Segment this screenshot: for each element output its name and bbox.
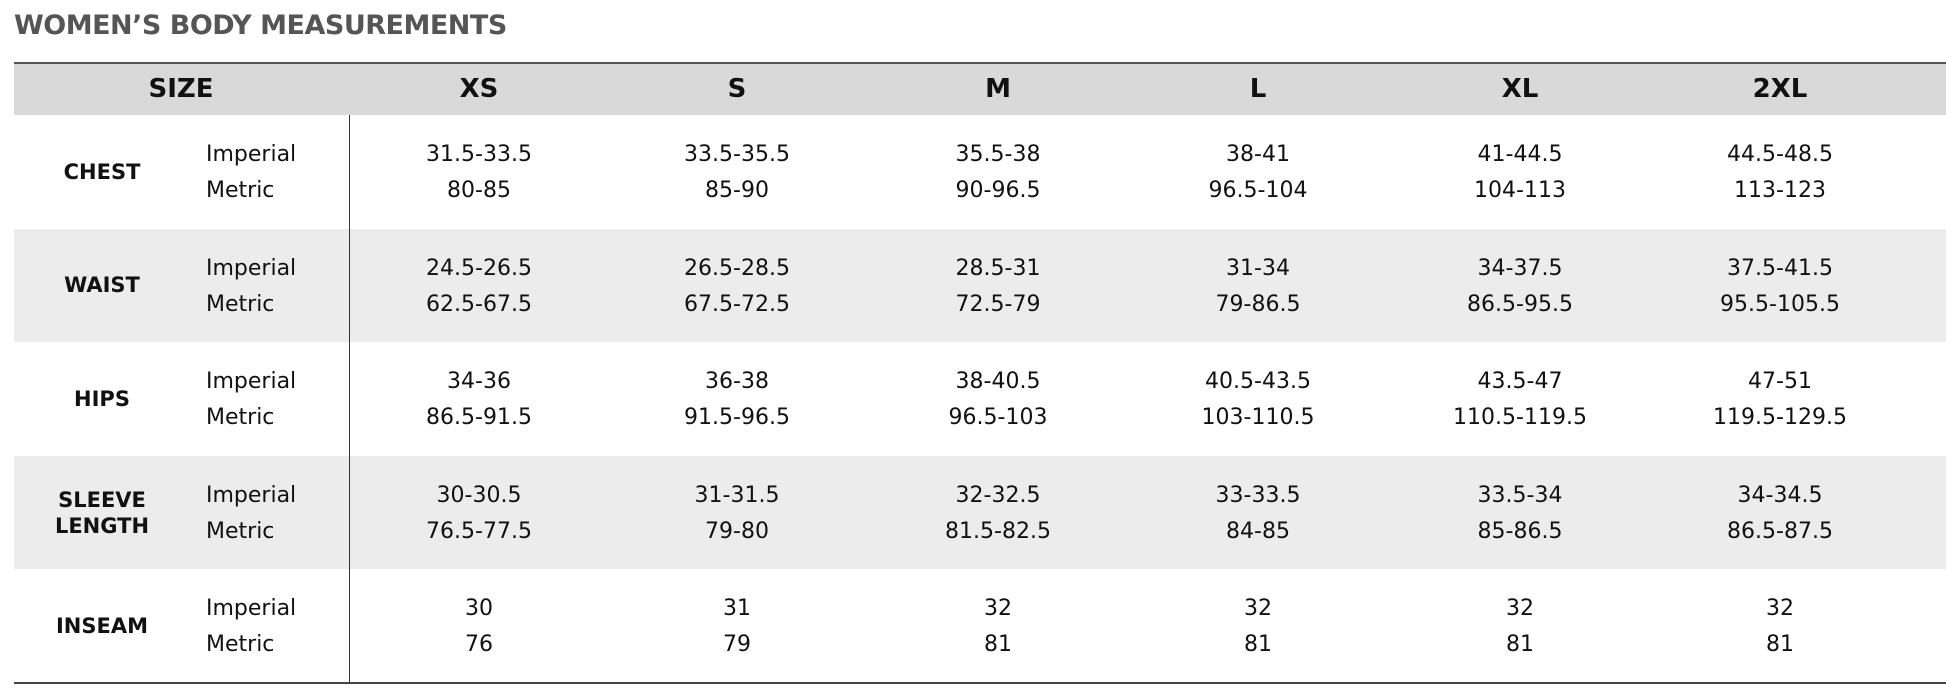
unit-label: Metric [206,632,275,658]
imperial-value: 37.5-41.5 [1727,255,1833,281]
unit-label: Imperial [206,596,297,622]
row-band [14,569,1946,683]
title: WOMEN’S BODY MEASUREMENTS [14,10,507,41]
unit-label: Metric [206,518,275,544]
metric-value: 91.5-96.5 [684,405,790,431]
metric-value: 81 [984,632,1012,658]
metric-value: 79 [723,632,751,658]
imperial-value: 41-44.5 [1477,142,1563,167]
metric-value: 80-85 [447,178,511,203]
unit-label: Imperial [206,482,297,508]
imperial-value: 34-34.5 [1737,482,1823,508]
imperial-value: 38-40.5 [955,369,1041,395]
metric-value: 86.5-91.5 [426,405,532,431]
metric-value: 81 [1506,632,1534,658]
imperial-value: 33.5-35.5 [684,142,790,167]
imperial-value: 24.5-26.5 [426,255,532,281]
metric-value: 86.5-95.5 [1467,291,1573,317]
size-header: SIZE [148,74,214,104]
measure-label: INSEAM [55,614,148,639]
size-header: XL [1501,74,1539,104]
imperial-value: 26.5-28.5 [684,255,790,281]
metric-value: 79-80 [705,518,769,544]
imperial-value: 33.5-34 [1477,482,1563,508]
metric-value: 95.5-105.5 [1720,291,1840,317]
unit-label: Imperial [206,142,297,167]
imperial-value: 31-34 [1226,255,1290,281]
imperial-value: 30-30.5 [436,482,522,508]
imperial-value: 47-51 [1748,369,1812,395]
metric-value: 84-85 [1226,518,1290,544]
metric-value: 76 [465,632,493,658]
unit-label: Metric [206,405,275,431]
imperial-value: 31 [723,596,751,622]
imperial-value: 32 [1766,596,1794,622]
metric-value: 72.5-79 [955,291,1041,317]
row-band [14,228,1946,343]
size-header: L [1249,74,1267,104]
imperial-value: 43.5-47 [1477,369,1563,395]
metric-value: 81 [1244,632,1272,658]
imperial-value: 32 [1506,596,1534,622]
row-band [14,115,1946,229]
imperial-value: 44.5-48.5 [1727,142,1833,167]
metric-value: 86.5-87.5 [1727,518,1833,544]
metric-value: 104-113 [1474,178,1566,203]
measure-label: HIPS [74,387,130,411]
metric-value: 76.5-77.5 [426,518,532,544]
imperial-value: 34-37.5 [1477,255,1563,281]
imperial-value: 40.5-43.5 [1205,369,1311,395]
metric-value: 110.5-119.5 [1453,405,1587,431]
metric-value: 67.5-72.5 [684,291,790,317]
imperial-value: 31.5-33.5 [426,142,532,167]
bottom-border [14,682,1946,684]
metric-value: 119.5-129.5 [1713,405,1847,431]
imperial-value: 32 [1244,596,1272,622]
imperial-value: 32 [984,596,1012,622]
unit-label: Metric [206,291,275,317]
metric-value: 113-123 [1734,178,1826,203]
imperial-value: 31-31.5 [694,482,780,508]
size-header: 2XL [1752,74,1808,104]
metric-value: 81 [1766,632,1794,658]
row-band [14,455,1946,570]
size-header: XS [459,74,499,104]
metric-value: 103-110.5 [1201,405,1315,431]
divider [349,115,350,683]
imperial-value: 35.5-38 [955,142,1041,167]
metric-value: 62.5-67.5 [426,291,532,317]
size-header: S [727,74,747,104]
imperial-value: 30 [465,596,493,622]
imperial-value: 28.5-31 [955,255,1041,281]
metric-value: 85-90 [705,178,769,203]
measure-label: WAIST [64,273,140,298]
unit-label: Metric [206,178,275,203]
metric-value: 79-86.5 [1215,291,1301,317]
unit-label: Imperial [206,255,297,281]
imperial-value: 38-41 [1226,142,1290,167]
size-header: M [985,74,1011,104]
measure-label: SLEEVE LENGTH [54,487,150,538]
metric-value: 85-86.5 [1477,518,1563,544]
metric-value: 96.5-103 [948,405,1048,431]
imperial-value: 34-36 [447,369,511,395]
imperial-value: 32-32.5 [955,482,1041,508]
header-band [14,62,1946,116]
imperial-value: 33-33.5 [1215,482,1301,508]
imperial-value: 36-38 [705,369,769,395]
measure-label: CHEST [63,159,141,184]
metric-value: 96.5-104 [1208,178,1308,203]
unit-label: Imperial [206,369,297,395]
metric-value: 90-96.5 [955,178,1041,203]
metric-value: 81.5-82.5 [945,518,1051,544]
row-band [14,342,1946,456]
